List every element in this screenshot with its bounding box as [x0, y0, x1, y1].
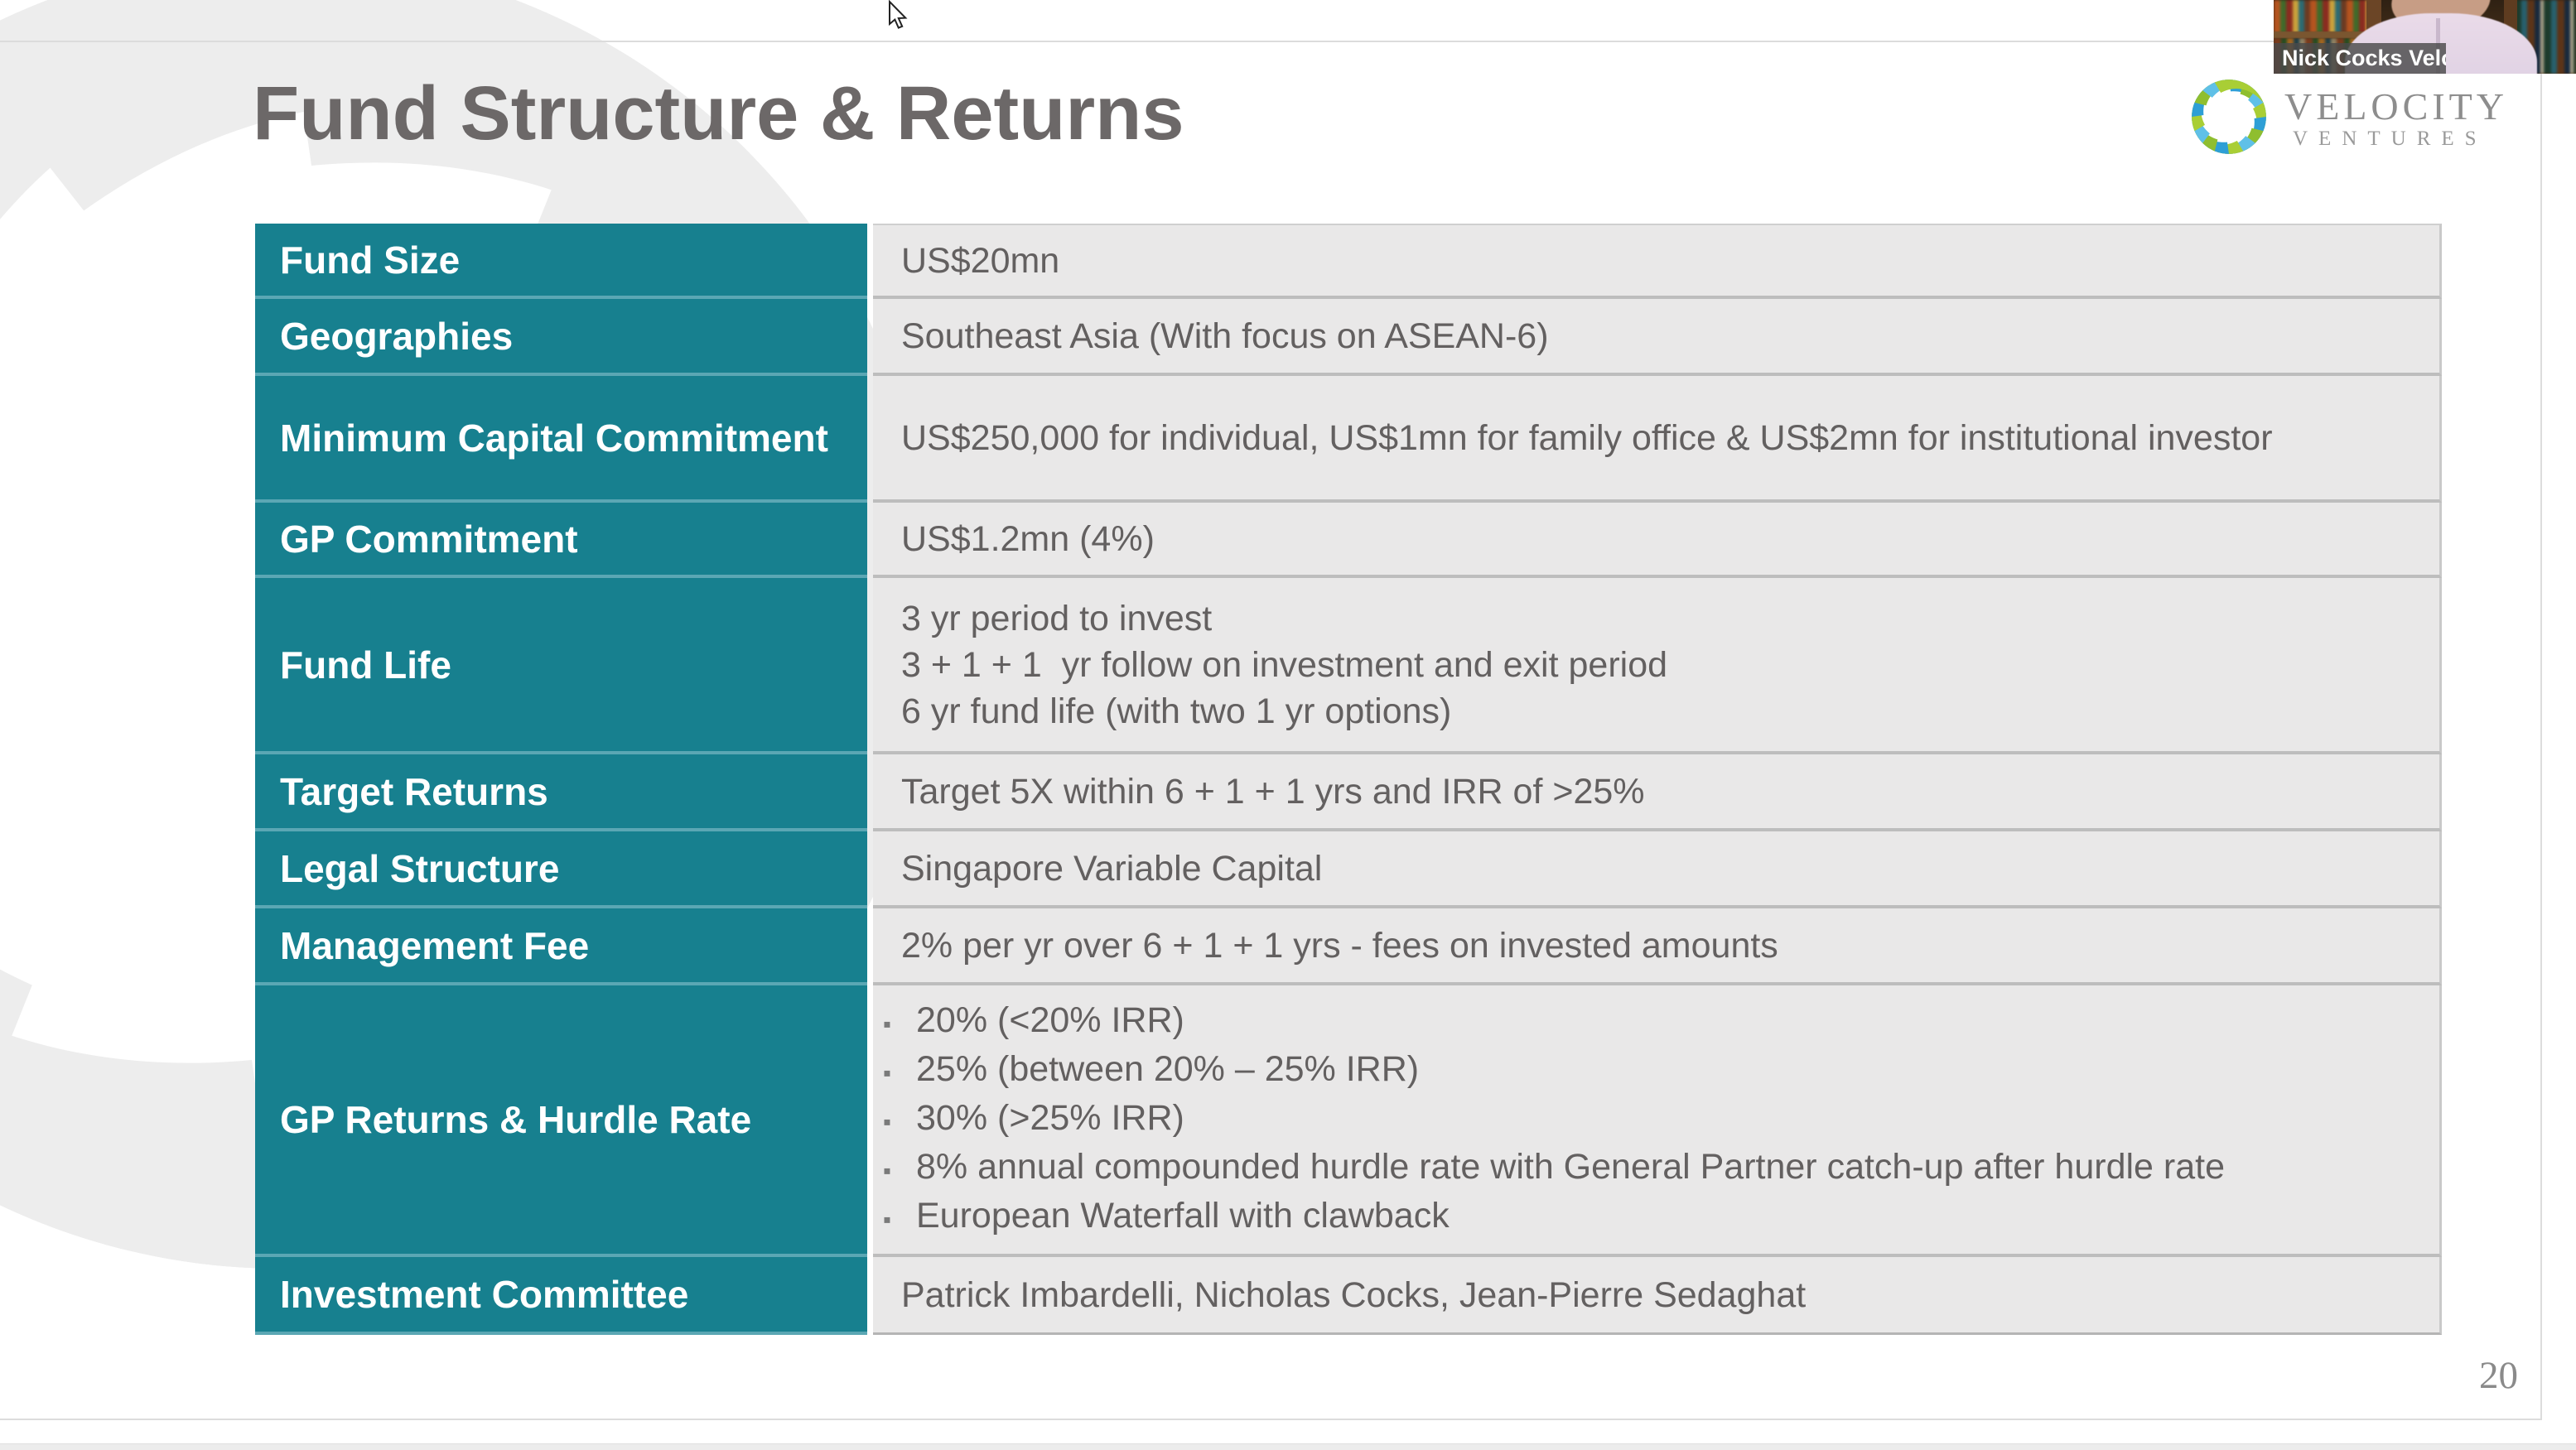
- row-label: Fund Size: [255, 224, 867, 299]
- row-value-line: Southeast Asia (With focus on ASEAN-6): [901, 316, 1549, 356]
- column-gap: [867, 299, 873, 376]
- row-label: Management Fee: [255, 908, 867, 985]
- column-gap: [867, 224, 873, 299]
- row-value-line: Patrick Imbardelli, Nicholas Cocks, Jean…: [901, 1274, 1807, 1315]
- row-label: GP Returns & Hurdle Rate: [255, 985, 867, 1257]
- row-value-line: US$250,000 for individual, US$1mn for fa…: [901, 417, 2273, 458]
- page-number: 20: [2479, 1354, 2518, 1397]
- row-value-bullet-line: ▪ 20% (<20% IRR): [883, 998, 2439, 1047]
- slide-title: Fund Structure & Returns: [253, 71, 1184, 156]
- logo-wordmark: VELOCITY: [2284, 85, 2508, 128]
- logo-sub-wordmark: VENTURES: [2293, 128, 2487, 150]
- column-gap: [867, 503, 873, 578]
- bullet-text: 20% (<20% IRR): [916, 1000, 1184, 1040]
- row-label: Fund Life: [255, 578, 867, 754]
- bullet-icon: ▪: [883, 1059, 891, 1086]
- bookshelf-shelf-bar: [2274, 31, 2381, 38]
- row-value: Singapore Variable Capital: [873, 831, 2442, 908]
- row-value: 3 yr period to invest 3 + 1 + 1 yr follo…: [873, 578, 2442, 754]
- row-value-line: US$1.2mn (4%): [901, 518, 1155, 559]
- table-row: Fund Size US$20mn: [255, 224, 2442, 299]
- row-value: Target 5X within 6 + 1 + 1 yrs and IRR o…: [873, 754, 2442, 831]
- table-row: Management Fee 2% per yr over 6 + 1 + 1 …: [255, 908, 2442, 985]
- row-value-line: US$20mn: [901, 240, 1060, 281]
- table-row: Target Returns Target 5X within 6 + 1 + …: [255, 754, 2442, 831]
- row-value: US$250,000 for individual, US$1mn for fa…: [873, 376, 2442, 503]
- mouse-cursor-icon: [889, 0, 908, 29]
- row-label: Geographies: [255, 299, 867, 376]
- bullet-icon: ▪: [883, 1157, 891, 1183]
- column-gap: [867, 831, 873, 908]
- row-value: US$1.2mn (4%): [873, 503, 2442, 578]
- row-value-bullet-line: ▪ 25% (between 20% – 25% IRR): [883, 1047, 2439, 1096]
- row-label: Legal Structure: [255, 831, 867, 908]
- row-value-line: 3 yr period to invest: [901, 598, 1213, 638]
- company-logo: VELOCITY VENTURES: [2187, 73, 2535, 172]
- slide-bottom-border: [0, 1419, 2542, 1420]
- column-gap: [867, 1257, 873, 1335]
- row-value-line: Singapore Variable Capital: [901, 848, 1323, 889]
- bullet-text: 8% annual compounded hurdle rate with Ge…: [916, 1146, 2225, 1187]
- bullet-text: 30% (>25% IRR): [916, 1097, 1184, 1138]
- column-gap: [867, 985, 873, 1257]
- fund-structure-table: Fund Size US$20mn Geographies Southeast …: [255, 224, 2442, 1335]
- row-value: Southeast Asia (With focus on ASEAN-6): [873, 299, 2442, 376]
- table-row: GP Commitment US$1.2mn (4%): [255, 503, 2442, 578]
- row-value-line: 6 yr fund life (with two 1 yr options): [901, 691, 1452, 731]
- row-value: Patrick Imbardelli, Nicholas Cocks, Jean…: [873, 1257, 2442, 1335]
- row-value-line: 3 + 1 + 1 yr follow on investment and ex…: [901, 644, 1668, 685]
- row-value-line: Target 5X within 6 + 1 + 1 yrs and IRR o…: [901, 771, 1645, 812]
- table-row: Investment Committee Patrick Imbardelli,…: [255, 1257, 2442, 1335]
- window-bottom-band: [0, 1443, 2576, 1450]
- bullet-text: European Waterfall with clawback: [916, 1195, 1450, 1236]
- bullet-text: 25% (between 20% – 25% IRR): [916, 1048, 1420, 1089]
- slide-right-border: [2540, 41, 2542, 1419]
- bullet-icon: ▪: [883, 1010, 891, 1037]
- bookshelf-left-top: [2274, 0, 2371, 33]
- row-label: GP Commitment: [255, 503, 867, 578]
- row-value: US$20mn: [873, 224, 2442, 299]
- row-label: Minimum Capital Commitment: [255, 376, 867, 503]
- row-value-bullet-line: ▪ 30% (>25% IRR): [883, 1096, 2439, 1144]
- table-row: Geographies Southeast Asia (With focus o…: [255, 299, 2442, 376]
- participant-name-label: Nick Cocks Velocity ...: [2274, 43, 2446, 74]
- row-label: Investment Committee: [255, 1257, 867, 1335]
- column-gap: [867, 578, 873, 754]
- row-value: ▪ 20% (<20% IRR) ▪ 25% (between 20% – 25% …: [873, 985, 2442, 1257]
- row-value-bullet-line: ▪ 8% annual compounded hurdle rate with G…: [883, 1144, 2439, 1193]
- velocity-swirl-icon: [2187, 75, 2271, 159]
- column-gap: [867, 754, 873, 831]
- row-value-line: 2% per yr over 6 + 1 + 1 yrs - fees on i…: [901, 925, 1778, 966]
- column-gap: [867, 908, 873, 985]
- bullet-icon: ▪: [883, 1108, 891, 1134]
- slide-top-border: [0, 41, 2576, 42]
- row-value: 2% per yr over 6 + 1 + 1 yrs - fees on i…: [873, 908, 2442, 985]
- table-row: Legal Structure Singapore Variable Capit…: [255, 831, 2442, 908]
- row-label: Target Returns: [255, 754, 867, 831]
- table-row: GP Returns & Hurdle Rate ▪ 20% (<20% IRR)…: [255, 985, 2442, 1257]
- table-row: Minimum Capital Commitment US$250,000 fo…: [255, 376, 2442, 503]
- table-row: Fund Life 3 yr period to invest 3 + 1 + …: [255, 578, 2442, 754]
- webcam-thumbnail[interactable]: Nick Cocks Velocity ...: [2274, 0, 2576, 74]
- row-value-bullet-line: ▪ European Waterfall with clawback: [883, 1193, 2439, 1242]
- bullet-icon: ▪: [883, 1206, 891, 1232]
- column-gap: [867, 376, 873, 503]
